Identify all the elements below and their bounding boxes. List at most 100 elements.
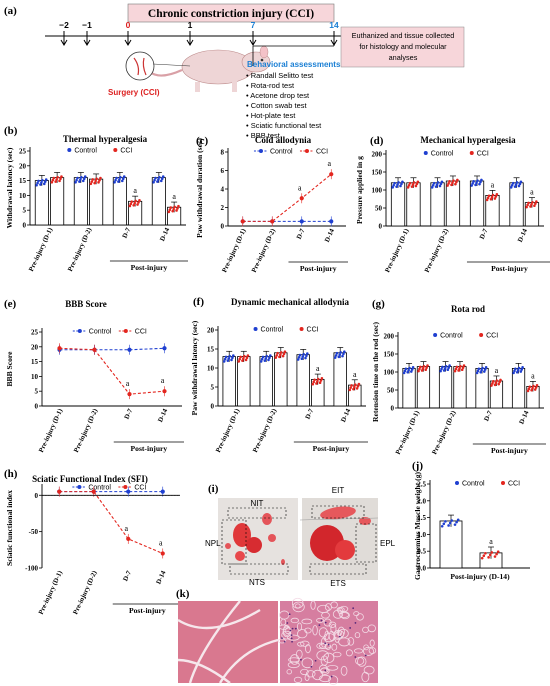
panel-letter: (g) [372, 298, 385, 310]
muscle-fiber-outline [300, 668, 309, 676]
data-point [132, 203, 135, 207]
data-point [440, 524, 444, 528]
data-point [498, 380, 501, 384]
nucleus-dot [290, 634, 293, 637]
data-point [484, 366, 488, 369]
data-point [531, 386, 534, 390]
data-point [490, 551, 494, 554]
data-point [530, 388, 533, 392]
timeline-tick-label: −2 [59, 20, 69, 30]
data-point [83, 175, 87, 178]
legend-marker [77, 329, 82, 333]
significance-label: a [161, 376, 165, 385]
data-point [41, 178, 44, 182]
data-point [509, 186, 513, 189]
data-point [420, 369, 424, 372]
nucleus-dot [286, 622, 289, 624]
chart-f: (f) Dynamic mechanical allodynia Paw withd… [190, 296, 368, 454]
data-point [226, 359, 230, 362]
significance-label: a [353, 370, 357, 379]
panel-letter: (j) [412, 460, 423, 472]
y-tick-label: 50 [387, 387, 395, 395]
muscle-fiber-outline [304, 674, 310, 682]
muscle-fiber-outline [354, 632, 361, 639]
panel-letter: (e) [4, 298, 17, 310]
data-point [59, 177, 62, 181]
data-point [518, 182, 522, 186]
data-point [177, 204, 180, 208]
y-tick-label: 100 [384, 369, 395, 377]
legend-marker [501, 481, 505, 485]
data-point [395, 185, 398, 188]
data-point [240, 219, 245, 224]
y-tick-label: 10 [31, 373, 39, 381]
x-tick-label: D-7 [479, 227, 490, 240]
legend-label: Control [261, 327, 284, 334]
nucleus-dot [291, 627, 294, 630]
data-point [318, 381, 322, 385]
data-point [418, 367, 421, 371]
data-point [528, 385, 532, 389]
behavioral-test-item: • Randall Selitto test [246, 71, 314, 80]
data-point [480, 178, 483, 182]
data-point [329, 172, 334, 177]
y-tick-label: 0 [379, 223, 383, 231]
data-point [397, 181, 400, 184]
data-point [447, 366, 451, 369]
data-point [517, 184, 521, 188]
x-tick-label: D-14 [517, 227, 530, 243]
data-point [489, 197, 493, 201]
data-point [129, 202, 133, 206]
data-point [439, 369, 442, 373]
data-point [78, 180, 81, 183]
legend-label: CCI [134, 485, 146, 492]
x-tick-label: D-7 [304, 407, 315, 420]
x-tick-label: Pre-injury (D-2) [67, 227, 93, 273]
data-point [227, 357, 231, 360]
data-point [43, 180, 47, 183]
label-nit: NIT [251, 499, 264, 508]
data-point [319, 379, 323, 382]
data-point [138, 198, 141, 202]
data-point [341, 354, 344, 358]
y-tick-label: 2.0 [417, 497, 426, 505]
significance-label: a [133, 186, 137, 195]
data-point [57, 489, 62, 494]
data-point [51, 178, 55, 182]
data-point [422, 364, 426, 368]
muscle-fiber-outline [295, 649, 303, 659]
series-line [59, 347, 165, 351]
data-point [299, 219, 304, 224]
data-point [121, 177, 125, 181]
data-point [99, 176, 102, 180]
nucleus-dot [324, 669, 327, 672]
data-point [454, 182, 457, 186]
timeline-tick-label: 7 [251, 20, 256, 30]
data-point [535, 200, 538, 203]
legend-label: CCI [486, 333, 498, 340]
data-point [410, 370, 413, 373]
data-point [430, 186, 434, 189]
behavioral-test-item: • Cotton swab test [246, 101, 307, 110]
x-tick-label: Pre-injury (D-1) [395, 410, 421, 456]
data-point [270, 219, 275, 224]
chart-title: Cold allodynia [255, 135, 312, 145]
data-point [510, 183, 514, 187]
muscle-fiber-outline [319, 674, 332, 683]
label-ets: ETS [330, 579, 346, 588]
nucleus-dot [314, 659, 317, 662]
post-injury-label: Post-injury [313, 444, 350, 453]
muscle-fiber-outline [356, 613, 364, 621]
muscle-fiber-outline [345, 649, 353, 657]
data-point [526, 389, 530, 393]
legend-marker [77, 485, 82, 489]
muscle-fiber-outline [332, 651, 342, 658]
x-tick-label: Pre-injury (D-1) [384, 228, 410, 274]
data-point [408, 181, 412, 185]
data-point [499, 378, 502, 382]
data-point [533, 388, 537, 391]
data-point [160, 489, 165, 494]
x-tick-label: Pre-injury (D-1) [38, 570, 64, 616]
data-point [514, 367, 517, 371]
data-point [530, 203, 533, 206]
